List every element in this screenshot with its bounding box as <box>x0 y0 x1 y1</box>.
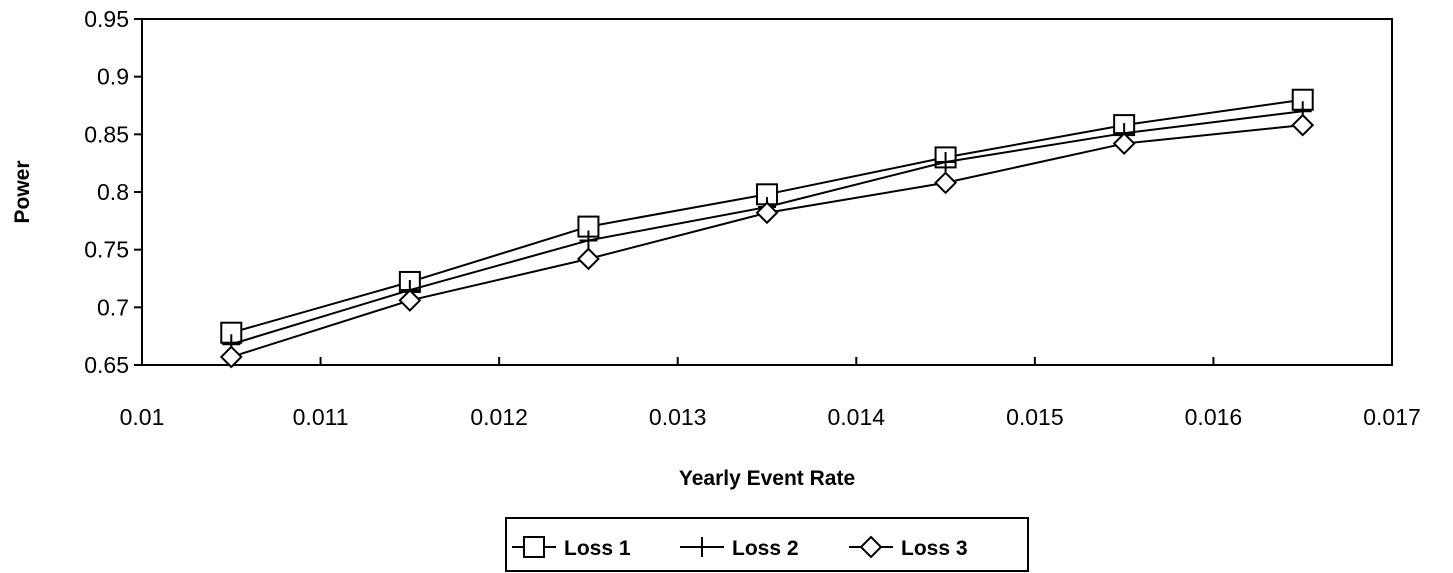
y-tick-label: 0.7 <box>97 294 129 320</box>
series-layer <box>219 88 1315 369</box>
y-tick-label: 0.95 <box>84 6 129 32</box>
series-3-point <box>1112 132 1136 155</box>
legend-label: Loss 1 <box>564 537 631 560</box>
x-axis-title: Yearly Event Rate <box>679 467 855 490</box>
x-tick-label: 0.011 <box>293 404 349 430</box>
legend-marker <box>523 536 545 558</box>
series-3-point <box>1291 113 1315 137</box>
y-tick-label: 0.85 <box>84 121 129 147</box>
y-axis-title: Power <box>11 160 34 223</box>
series-2-point <box>936 152 955 173</box>
y-tick-label: 0.9 <box>97 64 129 90</box>
legend-label: Loss 2 <box>732 537 799 560</box>
legend-marker <box>693 537 711 557</box>
x-tick-label: 0.014 <box>828 404 886 430</box>
x-tick-label: 0.01 <box>120 404 165 430</box>
legend-label: Loss 3 <box>901 537 968 560</box>
y-axis: 0.65 0.7 0.75 0.8 0.85 0.9 0.95 <box>84 6 142 378</box>
series-3-point <box>398 288 422 312</box>
series-3-point <box>934 171 957 195</box>
series-3-point <box>755 201 779 225</box>
series-3 <box>219 113 1315 369</box>
x-axis: 0.01 0.011 0.012 0.013 0.014 0.015 0.016 0.017 <box>120 357 1421 430</box>
legend-marker <box>859 535 883 559</box>
x-tick-label: 0.016 <box>1185 404 1243 430</box>
legend-box <box>505 517 1029 572</box>
x-tick-label: 0.013 <box>649 404 707 430</box>
legend: Loss 1 Loss 2 Loss 3 <box>505 517 1029 572</box>
series-2-point <box>579 230 598 251</box>
y-tick-label: 0.75 <box>84 237 129 263</box>
y-tick-label: 0.65 <box>84 352 129 378</box>
series-3-point <box>577 247 600 271</box>
series-3-point <box>219 345 243 369</box>
x-tick-label: 0.015 <box>1006 404 1064 430</box>
y-tick-label: 0.8 <box>97 179 129 205</box>
x-tick-label: 0.012 <box>470 404 528 430</box>
x-tick-label: 0.017 <box>1363 404 1421 430</box>
